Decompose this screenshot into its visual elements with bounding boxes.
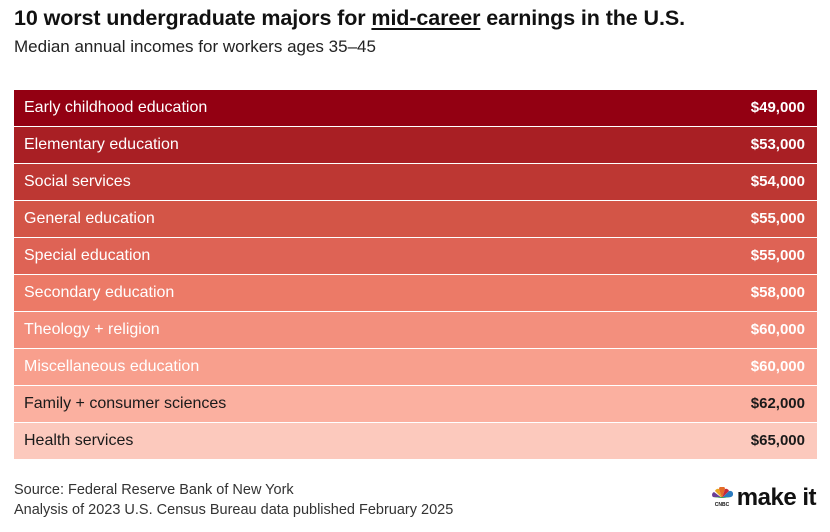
source-note: Source: Federal Reserve Bank of New York… — [14, 480, 453, 520]
table-row: Secondary education $58,000 — [14, 275, 817, 311]
table-row: Family + consumer sciences $62,000 — [14, 386, 817, 422]
row-value: $58,000 — [750, 284, 805, 302]
table-row: Miscellaneous education $60,000 — [14, 349, 817, 385]
make-it-logo: CNBC make it — [711, 484, 817, 512]
row-value: $60,000 — [750, 358, 805, 376]
source-line-2: Analysis of 2023 U.S. Census Bureau data… — [14, 502, 454, 518]
row-label: Early childhood education — [24, 98, 208, 116]
row-label: Elementary education — [24, 135, 179, 153]
row-value: $53,000 — [750, 136, 805, 154]
table-row: General education $55,000 — [14, 201, 817, 237]
table-row: Special education $55,000 — [14, 238, 817, 274]
cnbc-peacock-icon: CNBC — [711, 487, 733, 508]
row-label: Family + consumer sciences — [24, 394, 227, 412]
title-highlight: mid-career — [371, 6, 481, 30]
logo-text: make it — [736, 484, 817, 511]
table-row: Theology + religion $60,000 — [14, 312, 817, 348]
cnbc-wordmark: CNBC — [715, 502, 730, 508]
row-label: General education — [24, 209, 155, 227]
table-row: Elementary education $53,000 — [14, 127, 817, 163]
row-value: $54,000 — [750, 173, 805, 191]
title-prefix: 10 worst undergraduate majors for — [14, 6, 372, 30]
row-label: Health services — [24, 431, 134, 449]
row-value: $55,000 — [750, 247, 805, 265]
row-label: Miscellaneous education — [24, 357, 200, 375]
earnings-table: Early childhood education $49,000 Elementa… — [14, 90, 817, 460]
row-label: Special education — [24, 246, 151, 264]
table-row: Social services $54,000 — [14, 164, 817, 200]
row-value: $49,000 — [750, 99, 805, 117]
chart-title: 10 worst undergraduate majors for mid-ca… — [14, 6, 685, 31]
row-label: Secondary education — [24, 283, 175, 301]
row-value: $60,000 — [750, 321, 805, 339]
row-label: Social services — [24, 172, 131, 190]
row-value: $62,000 — [750, 395, 805, 413]
row-label: Theology + religion — [24, 320, 160, 338]
row-value: $55,000 — [750, 210, 805, 228]
table-row: Health services $65,000 — [14, 423, 817, 459]
title-suffix: earnings in the U.S. — [480, 6, 685, 30]
table-row: Early childhood education $49,000 — [14, 90, 817, 126]
chart-subtitle: Median annual incomes for workers ages 3… — [14, 37, 376, 56]
source-line-1: Source: Federal Reserve Bank of New York — [14, 482, 294, 498]
row-value: $65,000 — [750, 432, 805, 450]
